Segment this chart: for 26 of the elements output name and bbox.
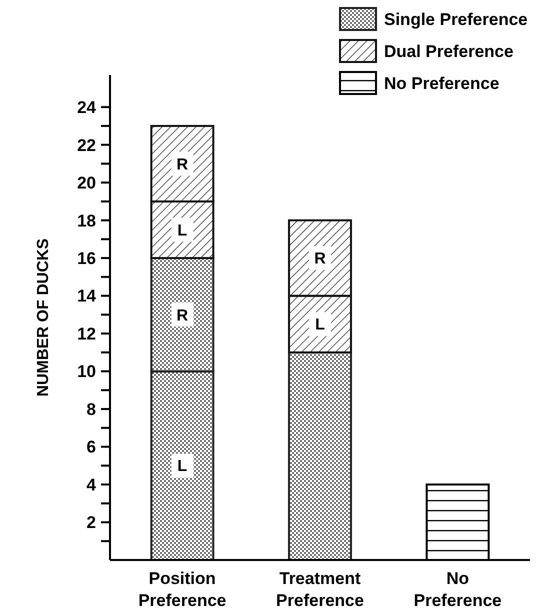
y-tick-label: 24 [77, 98, 97, 118]
x-tick-label: No Preference [414, 569, 502, 610]
y-tick-label: 10 [77, 362, 96, 382]
data-label: L [177, 222, 188, 240]
data-label: R [176, 156, 189, 174]
y-tick-label: 2 [86, 513, 96, 532]
x-tick-label: Position Preference [138, 569, 226, 610]
y-axis-title: NUMBER OF DUCKS [35, 238, 52, 397]
x-tick-label: Treatment Preference [276, 569, 364, 610]
data-label: R [314, 250, 326, 268]
legend-label: Dual Preference [384, 42, 514, 61]
data-label: R [176, 307, 189, 324]
data-label: L [315, 316, 326, 334]
y-tick-label: 8 [86, 400, 96, 419]
legend-label: No Preference [384, 74, 500, 93]
y-tick-label: 16 [77, 249, 96, 268]
data-label: L [177, 458, 188, 476]
y-tick-label: 18 [77, 211, 96, 230]
y-tick-label: 22 [77, 136, 96, 155]
y-tick-label: 14 [77, 286, 97, 306]
legend-label: Single Preference [384, 10, 528, 29]
y-tick-label: 4 [86, 475, 97, 494]
y-tick-label: 20 [77, 174, 96, 193]
bar [288, 351, 352, 561]
y-tick-label: 12 [77, 324, 96, 344]
y-tick-label: 6 [86, 438, 96, 457]
